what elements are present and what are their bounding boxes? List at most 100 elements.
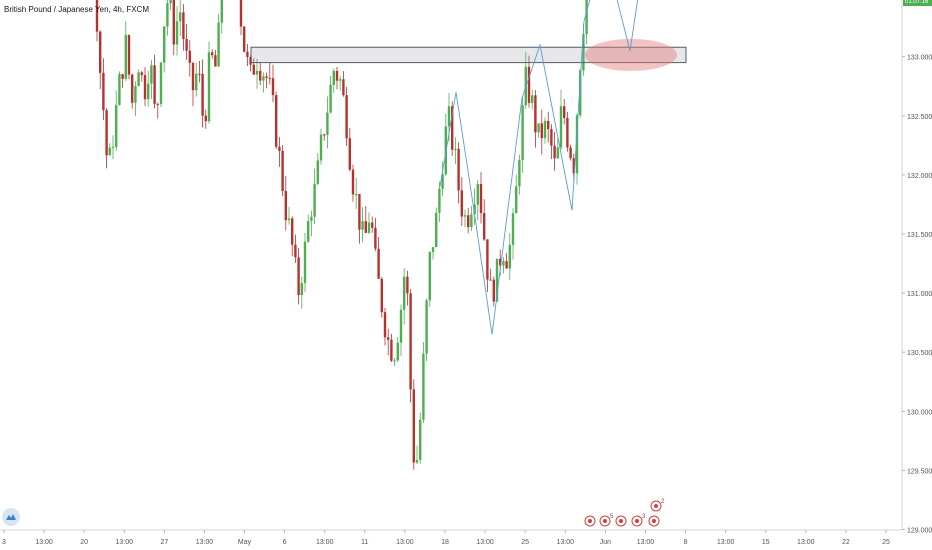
candle-body [163,26,166,63]
chart-title: British Pound / Japanese Yen, 4h, FXCM [4,5,149,14]
candle-body [508,244,511,269]
candle-body [412,389,415,463]
candle-body [153,65,156,104]
price-axis: 137.000136.500136.000135.500135.000134.5… [901,0,932,535]
candle-body [291,218,294,245]
candle-body [377,248,380,279]
candle-body [198,73,201,75]
candle-body [156,103,159,105]
x-tick-label: 15 [762,539,770,546]
candle-body [390,339,393,361]
event-badge-dot [588,519,592,523]
candle-body [329,84,332,113]
x-tick-label: 18 [441,539,449,546]
candle-body [287,218,291,221]
event-badge-count: 2 [661,499,665,505]
candle-body [166,3,169,27]
event-badge-dot [619,519,623,523]
candle-body [502,261,505,266]
x-tick-label: 13:00 [557,539,575,546]
candle-body [422,353,425,420]
event-badge-dot [603,519,607,523]
candle-body [159,62,163,104]
candle-body [204,115,207,122]
candle-body [278,146,281,151]
candle-body [121,74,124,79]
candle-body [118,74,121,105]
event-badge-dot [654,504,658,508]
x-tick-label: 13:00 [196,539,214,546]
candle-body [566,118,569,148]
y-tick-label: 129.000 [907,528,932,535]
x-tick-label: 6 [283,539,287,546]
y-tick-label: 130.000 [907,409,932,416]
candle-body [185,39,188,51]
candle-body [355,194,358,196]
y-tick-label: 129.500 [907,468,932,475]
candle-body [585,0,588,35]
candle-body [380,278,383,313]
x-tick-label: 3 [2,539,6,546]
candle-body [348,138,351,170]
x-tick-label: 13:00 [316,539,334,546]
candle-body [214,55,217,67]
tradingview-logo-icon[interactable] [2,508,20,526]
candle-body [268,77,271,79]
candle-body [188,50,191,63]
candle-body [108,147,111,156]
x-tick-label: 8 [684,539,688,546]
candle-body [364,221,367,233]
candle-body [297,257,300,295]
y-tick-label: 132.000 [907,173,932,180]
candle-body [137,72,140,87]
candle-body [332,70,335,85]
candle-body [201,74,204,116]
candle-body [435,212,438,248]
candle-body [409,293,412,390]
candle-body [383,312,387,338]
candle-body [406,276,409,294]
candle-body [460,190,463,217]
candle-body [342,79,345,96]
candle-body [207,52,211,122]
candle-body [547,120,550,130]
candle-body [134,86,137,103]
candle-body [486,239,489,280]
candle-body [415,459,419,463]
target-zone-ellipse [585,38,677,71]
candle-body [102,72,105,111]
y-tick-label: 131.000 [907,291,932,298]
y-tick-label: 131.500 [907,232,932,239]
candle-body [310,216,313,221]
candle-body [220,0,223,23]
candle-body [499,258,502,266]
candle-body [195,73,198,91]
candle-body [252,64,255,75]
candle-body [99,31,102,73]
x-tick-label: 25 [521,539,529,546]
event-badge-dot [652,519,656,523]
candle-body [550,129,553,146]
event-badge-count: 5 [610,514,614,520]
candle-body [438,188,441,213]
candle-body [95,0,99,32]
candle-body [495,258,499,302]
candle-body [489,279,492,281]
candle-body [454,148,457,150]
candle-body [345,95,348,139]
candle-body [527,66,531,103]
candle-body [579,70,582,116]
candle-body [255,71,259,75]
candle-body [483,213,486,240]
countdown-label: 01:07:16 [905,0,929,5]
candle-body [246,51,249,57]
candle-body [534,95,537,133]
wave-pattern-line [439,21,585,335]
price-badge-current [903,0,932,7]
candle-body [259,71,262,81]
x-tick-label: 13:00 [396,539,414,546]
time-axis: 3 13:00 20 13:00 27 13:00 May 6 13:00 11 13:00 18 13… [0,529,902,546]
candle-body [211,52,214,56]
candle-body [175,21,179,45]
